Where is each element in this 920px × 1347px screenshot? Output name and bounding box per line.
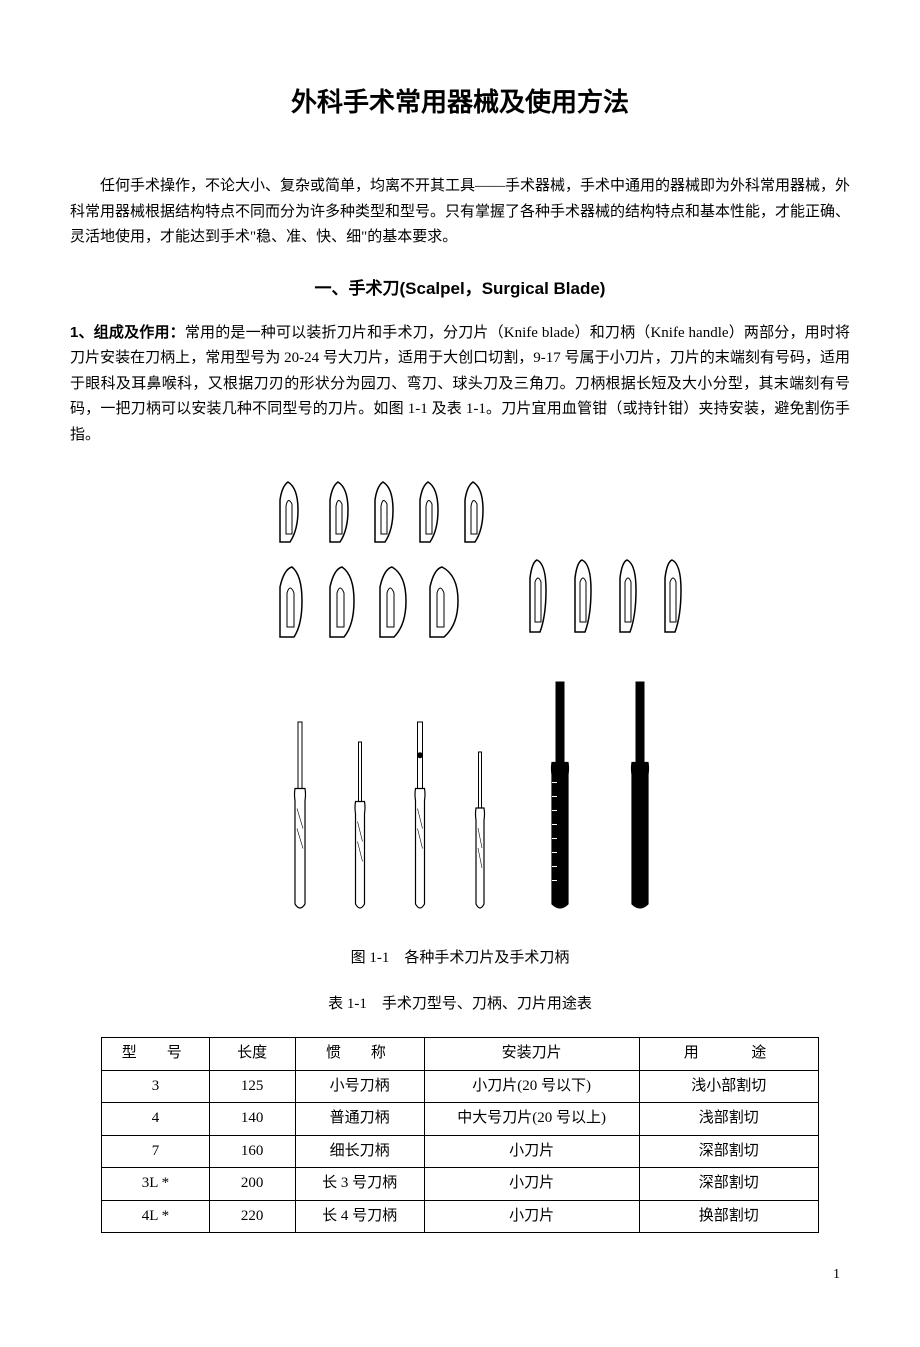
table-col-header: 用 途 <box>639 1038 818 1071</box>
table-cell: 浅部割切 <box>639 1103 818 1136</box>
table-cell: 小刀片 <box>424 1168 639 1201</box>
table-cell: 140 <box>209 1103 295 1136</box>
table-row: 4140普通刀柄中大号刀片(20 号以上)浅部割切 <box>102 1103 819 1136</box>
table-col-header: 型 号 <box>102 1038 209 1071</box>
table-col-header: 安装刀片 <box>424 1038 639 1071</box>
table-cell: 125 <box>209 1070 295 1103</box>
table-cell: 200 <box>209 1168 295 1201</box>
table-body: 3125小号刀柄小刀片(20 号以下)浅小部割切4140普通刀柄中大号刀片(20… <box>102 1070 819 1233</box>
table-cell: 3 <box>102 1070 209 1103</box>
table-cell: 换部割切 <box>639 1200 818 1233</box>
table-cell: 3L * <box>102 1168 209 1201</box>
table-row: 4L *220长 4 号刀柄小刀片换部割切 <box>102 1200 819 1233</box>
section-1-label: 1、组成及作用： <box>70 324 185 341</box>
figure-1-1 <box>70 472 850 932</box>
table-cell: 小号刀柄 <box>295 1070 424 1103</box>
table-cell: 4 <box>102 1103 209 1136</box>
table-cell: 长 3 号刀柄 <box>295 1168 424 1201</box>
table-header-row: 型 号长度惯 称安装刀片用 途 <box>102 1038 819 1071</box>
table-cell: 160 <box>209 1135 295 1168</box>
table-cell: 中大号刀片(20 号以上) <box>424 1103 639 1136</box>
figure-caption: 图 1-1 各种手术刀片及手术刀柄 <box>70 946 850 972</box>
scalpel-illustration <box>220 472 700 932</box>
section-1-body: 1、组成及作用：常用的是一种可以装折刀片和手术刀，分刀片（Knife blade… <box>70 320 850 449</box>
table-cell: 浅小部割切 <box>639 1070 818 1103</box>
table-cell: 细长刀柄 <box>295 1135 424 1168</box>
table-cell: 小刀片 <box>424 1135 639 1168</box>
table-cell: 深部割切 <box>639 1168 818 1201</box>
page-number: 1 <box>70 1263 850 1287</box>
table-cell: 小刀片(20 号以下) <box>424 1070 639 1103</box>
table-cell: 小刀片 <box>424 1200 639 1233</box>
table-cell: 4L * <box>102 1200 209 1233</box>
table-col-header: 惯 称 <box>295 1038 424 1071</box>
table-caption: 表 1-1 手术刀型号、刀柄、刀片用途表 <box>70 992 850 1018</box>
table-1-1: 型 号长度惯 称安装刀片用 途 3125小号刀柄小刀片(20 号以下)浅小部割切… <box>101 1037 819 1233</box>
page-title: 外科手术常用器械及使用方法 <box>70 80 850 124</box>
table-cell: 普通刀柄 <box>295 1103 424 1136</box>
section-1-heading: 一、手术刀(Scalpel，Surgical Blade) <box>70 275 850 304</box>
table-cell: 7 <box>102 1135 209 1168</box>
section-1-text: 常用的是一种可以装折刀片和手术刀，分刀片（Knife blade）和刀柄（Kni… <box>70 325 850 443</box>
table-cell: 深部割切 <box>639 1135 818 1168</box>
intro-paragraph: 任何手术操作，不论大小、复杂或简单，均离不开其工具——手术器械，手术中通用的器械… <box>70 174 850 251</box>
table-row: 3L *200长 3 号刀柄小刀片深部割切 <box>102 1168 819 1201</box>
table-row: 3125小号刀柄小刀片(20 号以下)浅小部割切 <box>102 1070 819 1103</box>
table-cell: 220 <box>209 1200 295 1233</box>
table-row: 7160细长刀柄小刀片深部割切 <box>102 1135 819 1168</box>
table-cell: 长 4 号刀柄 <box>295 1200 424 1233</box>
table-col-header: 长度 <box>209 1038 295 1071</box>
